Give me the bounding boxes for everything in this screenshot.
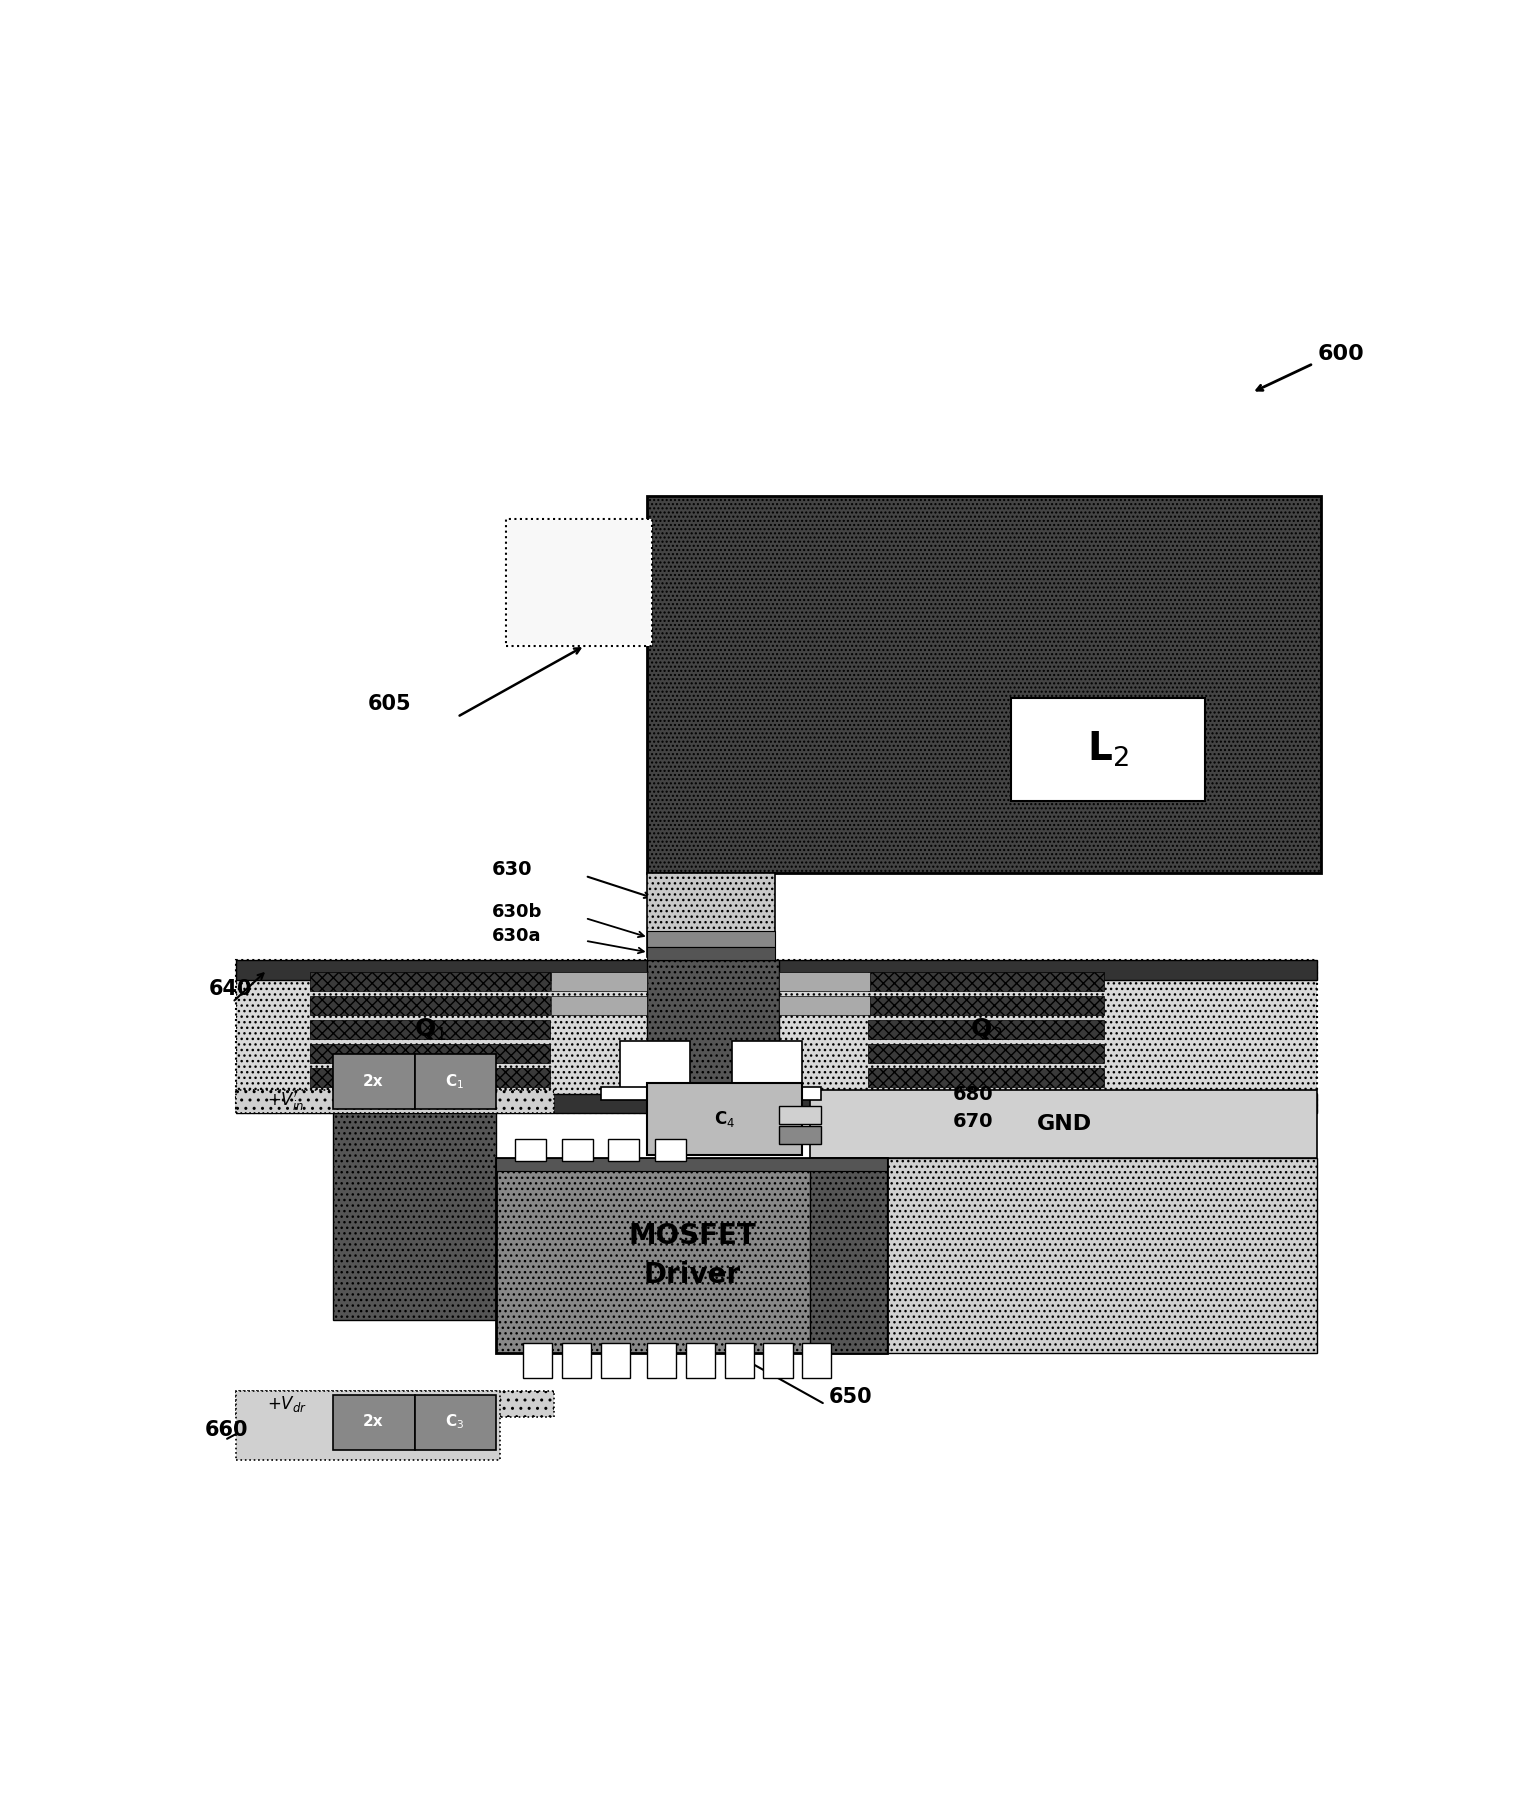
Text: 2x: 2x <box>363 1074 384 1088</box>
Bar <box>332 1395 414 1449</box>
Text: 605: 605 <box>367 695 411 715</box>
Bar <box>647 497 1321 873</box>
Bar <box>515 1139 546 1161</box>
Bar <box>779 972 870 990</box>
Bar <box>601 1342 630 1379</box>
Bar <box>332 1112 496 1321</box>
Bar <box>779 996 870 1016</box>
Bar <box>809 1157 1318 1353</box>
Bar <box>868 1019 1104 1039</box>
Bar <box>647 947 774 960</box>
Bar <box>310 1068 550 1087</box>
Bar <box>779 1125 821 1143</box>
Text: Q$_1$: Q$_1$ <box>413 1016 446 1043</box>
Text: C$_3$: C$_3$ <box>445 1413 465 1431</box>
Bar <box>713 1087 821 1099</box>
Bar <box>868 996 1104 1016</box>
Bar <box>809 1090 1318 1157</box>
Bar <box>310 1043 550 1063</box>
Bar <box>332 1054 414 1110</box>
Bar <box>414 1395 496 1449</box>
Text: 630a: 630a <box>492 927 542 945</box>
Bar <box>647 931 774 947</box>
Bar <box>505 519 651 646</box>
Bar <box>764 1342 792 1379</box>
Bar <box>868 1043 1104 1063</box>
Text: Q$_2$: Q$_2$ <box>970 1016 1003 1043</box>
Bar <box>654 1139 686 1161</box>
Text: 680: 680 <box>953 1085 994 1105</box>
Bar <box>237 1090 554 1112</box>
Text: 2x: 2x <box>363 1415 384 1429</box>
Text: 630: 630 <box>492 860 533 878</box>
Text: 650: 650 <box>829 1386 873 1406</box>
Text: C$_4$: C$_4$ <box>713 1108 735 1128</box>
Text: 670: 670 <box>953 1112 994 1132</box>
Bar <box>609 1139 639 1161</box>
Bar <box>524 1342 553 1379</box>
Bar <box>809 1157 887 1353</box>
Bar <box>724 1342 754 1379</box>
Bar <box>562 1342 591 1379</box>
Bar <box>647 1083 802 1156</box>
Bar <box>237 1391 554 1417</box>
Bar <box>732 1041 802 1090</box>
Text: 630b: 630b <box>492 903 542 920</box>
Text: C$_1$: C$_1$ <box>445 1072 465 1090</box>
Bar <box>1011 698 1205 802</box>
Text: MOSFET: MOSFET <box>628 1223 756 1250</box>
Bar <box>686 1342 715 1379</box>
Bar <box>868 1068 1104 1087</box>
Bar <box>868 972 1104 990</box>
Text: 660: 660 <box>205 1420 249 1440</box>
Bar <box>237 960 1318 1112</box>
Text: Driver: Driver <box>644 1261 741 1288</box>
Text: $+V_{dr}$: $+V_{dr}$ <box>267 1395 307 1415</box>
Bar <box>551 972 647 990</box>
Bar <box>507 521 650 644</box>
Bar <box>237 1094 1318 1112</box>
Text: GND: GND <box>1037 1114 1091 1134</box>
Bar <box>619 1041 689 1090</box>
Text: $+V_{in}^{\prime}$: $+V_{in}^{\prime}$ <box>267 1088 305 1114</box>
Bar <box>802 1342 832 1379</box>
Bar <box>647 960 779 1112</box>
Bar <box>414 1054 496 1110</box>
Text: 640: 640 <box>209 980 252 1000</box>
Bar <box>310 1019 550 1039</box>
Bar <box>237 1391 499 1460</box>
Bar <box>647 1342 677 1379</box>
Bar <box>496 1157 887 1172</box>
Bar <box>779 1107 821 1125</box>
Bar <box>551 996 647 1016</box>
Bar <box>601 1087 709 1099</box>
Bar <box>310 972 550 990</box>
Bar <box>237 960 1318 980</box>
Bar <box>562 1139 592 1161</box>
Text: L$_2$: L$_2$ <box>1087 729 1129 769</box>
Bar <box>310 996 550 1016</box>
Text: 600: 600 <box>1318 345 1365 365</box>
Bar <box>647 873 774 958</box>
Bar <box>496 1157 887 1353</box>
